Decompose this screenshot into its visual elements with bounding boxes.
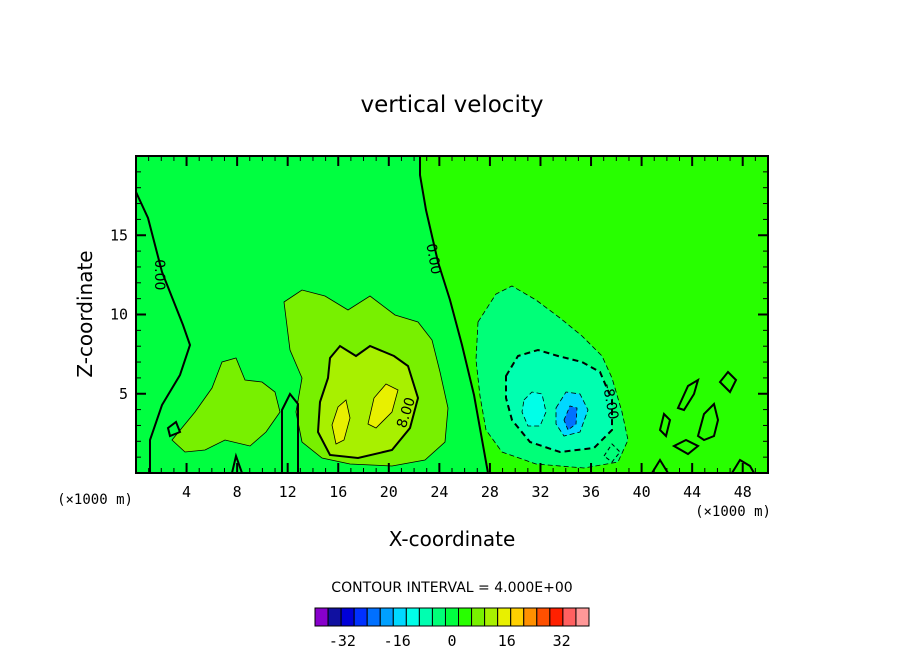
y-axis-label: Z-coordinate bbox=[73, 250, 97, 377]
colorbar-swatch bbox=[327, 607, 342, 627]
y-tick-label: 10 bbox=[110, 306, 128, 324]
y-tick-label: 5 bbox=[119, 385, 128, 403]
y-tick-label: 15 bbox=[110, 226, 128, 244]
x-tick-label: 8 bbox=[233, 483, 242, 501]
small-contour bbox=[671, 438, 700, 456]
colorbar-tick-labels: -32 -16 0 16 32 bbox=[329, 632, 571, 650]
colorbar-tick-label: 16 bbox=[498, 632, 516, 650]
downdraft-8 bbox=[505, 348, 613, 454]
x-axis-ticks: 4 8 12 16 20 24 28 32 36 40 44 48 bbox=[148, 156, 756, 501]
contour-label: 0.00 bbox=[151, 259, 167, 290]
x-tick-label: 24 bbox=[430, 483, 448, 501]
colorbar-swatch bbox=[471, 607, 486, 627]
updraft-main-16 bbox=[367, 383, 399, 429]
colorbar-swatch bbox=[497, 607, 512, 627]
x-tick-label: 48 bbox=[734, 483, 752, 501]
contour-label: 0.00 bbox=[422, 242, 443, 275]
colorbar-swatch bbox=[353, 607, 368, 627]
colorbar-swatch bbox=[549, 607, 564, 627]
downdraft-12 bbox=[521, 391, 547, 427]
contour-labels: 0.00 0.008.00 -8.00 bbox=[151, 242, 621, 430]
x-tick-label: 16 bbox=[329, 483, 347, 501]
colorbar-tick-label: -16 bbox=[384, 632, 411, 650]
downdraft-core bbox=[563, 405, 578, 431]
colorbar-tick-label: 0 bbox=[447, 632, 456, 650]
small-contour bbox=[603, 443, 621, 463]
colorbar-swatch bbox=[418, 607, 433, 627]
zero-contour-right bbox=[419, 156, 489, 473]
y-unit-label: (×1000 m) bbox=[57, 492, 133, 508]
small-contour bbox=[696, 402, 720, 442]
chart-title: vertical velocity bbox=[361, 92, 544, 118]
x-unit-label: (×1000 m) bbox=[695, 504, 771, 520]
updraft-main-12 bbox=[331, 399, 351, 445]
x-tick-label: 40 bbox=[633, 483, 651, 501]
colorbar-swatch bbox=[536, 607, 551, 627]
colorbar-swatch bbox=[392, 607, 407, 627]
colorbar-tick-label: -32 bbox=[329, 632, 356, 650]
contour-label: -8.00 bbox=[599, 382, 621, 420]
plot-field bbox=[136, 156, 768, 473]
colorbar-swatch bbox=[484, 607, 499, 627]
x-tick-label: 12 bbox=[279, 483, 297, 501]
x-tick-label: 4 bbox=[182, 483, 191, 501]
small-contour bbox=[718, 370, 738, 394]
small-contour bbox=[231, 452, 243, 473]
colorbar-swatch bbox=[366, 607, 381, 627]
colorbar-swatch bbox=[379, 607, 394, 627]
colorbar-swatch bbox=[562, 607, 577, 627]
colorbar-swatch bbox=[575, 607, 590, 627]
y-axis-ticks: 5 10 15 bbox=[110, 171, 768, 458]
zero-contour-left bbox=[136, 191, 192, 473]
colorbar-swatch bbox=[510, 607, 525, 627]
small-contour bbox=[281, 392, 299, 473]
contour-interval-text: CONTOUR INTERVAL = 4.000E+00 bbox=[331, 580, 572, 596]
x-tick-label: 44 bbox=[683, 483, 701, 501]
small-contour bbox=[166, 420, 182, 438]
small-contour bbox=[731, 458, 755, 473]
small-contour bbox=[658, 412, 672, 438]
x-tick-label: 32 bbox=[531, 483, 549, 501]
x-tick-label: 36 bbox=[582, 483, 600, 501]
x-tick-label: 20 bbox=[380, 483, 398, 501]
colorbar-swatch bbox=[444, 607, 460, 627]
colorbar bbox=[314, 607, 590, 627]
colorbar-swatch bbox=[523, 607, 538, 627]
x-axis-label: X-coordinate bbox=[389, 527, 516, 551]
updraft-small-4 bbox=[171, 357, 281, 453]
colorbar-swatch bbox=[340, 607, 355, 627]
small-contour bbox=[676, 377, 700, 412]
colorbar-swatch bbox=[405, 607, 420, 627]
x-tick-label: 28 bbox=[481, 483, 499, 501]
colorbar-swatch bbox=[458, 607, 473, 627]
colorbar-swatch bbox=[431, 607, 446, 627]
colorbar-swatch bbox=[314, 607, 329, 627]
colorbar-tick-label: 32 bbox=[553, 632, 571, 650]
